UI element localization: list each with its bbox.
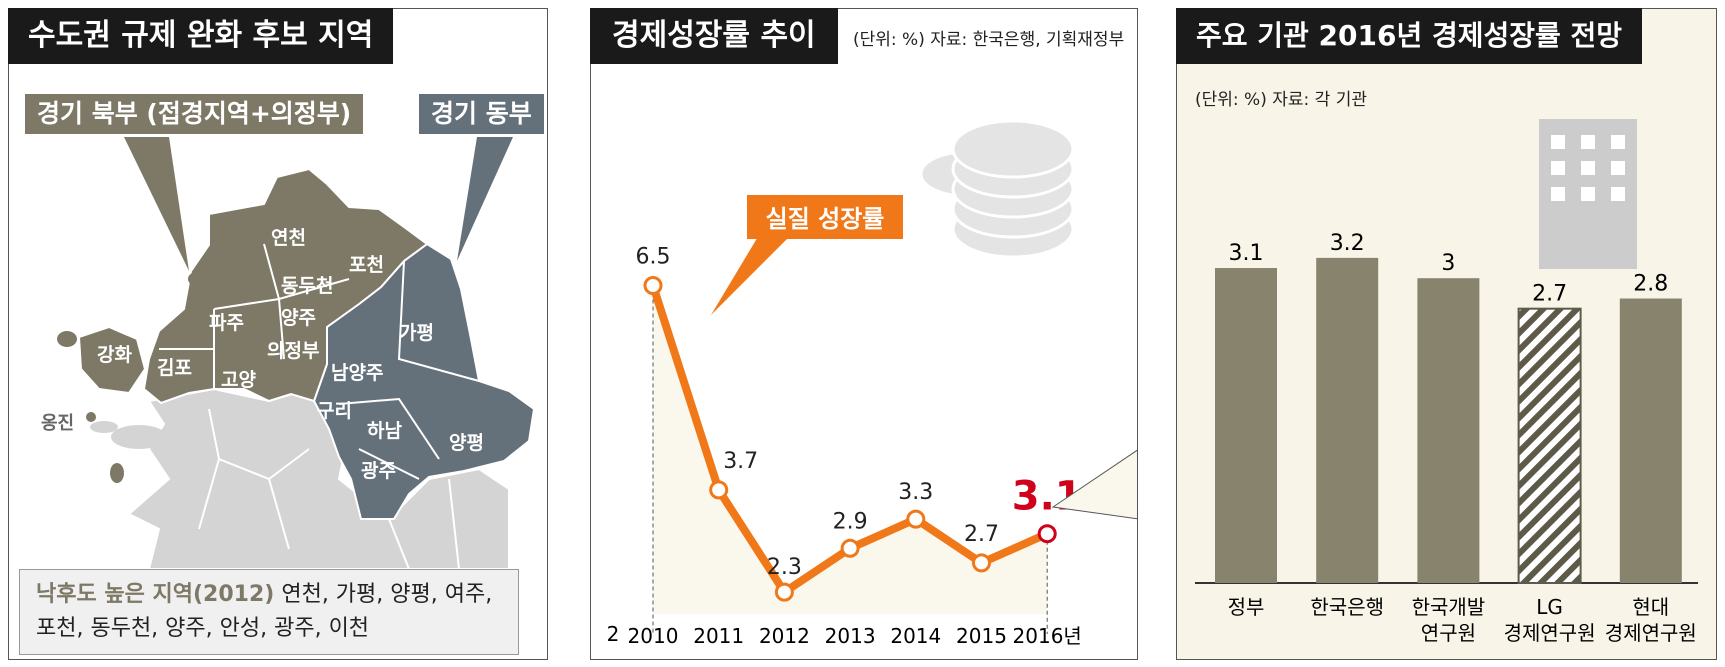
bar-value-label: 2.8	[1633, 272, 1668, 297]
bar-category-label: 한국은행	[1310, 595, 1384, 619]
footnote-line1: 연천, 가평, 양평, 여주,	[274, 582, 493, 607]
data-point	[1037, 524, 1057, 544]
x-tick-label: 2015	[956, 624, 1007, 648]
data-point	[906, 509, 926, 529]
place-label: 의정부	[267, 340, 319, 362]
bar-category-label: 한국개발 연구원	[1412, 595, 1486, 645]
bar-chart-source: (단위: %) 자료: 각 기관	[1195, 90, 1367, 110]
place-label: 하남	[367, 420, 402, 442]
line-chart-title: 경제성장률 추이	[590, 8, 838, 64]
bar-value-label: 2.7	[1532, 282, 1567, 307]
footnote-line2: 포천, 동두천, 양주, 안성, 광주, 이천	[36, 616, 370, 641]
place-label: 옹진	[41, 413, 74, 434]
north-callout-pointer	[124, 137, 189, 271]
line-chart-area	[653, 285, 1048, 614]
map-island	[86, 412, 96, 422]
x-tick-label: 2011	[693, 624, 744, 648]
map-island	[110, 463, 124, 483]
bar-value-label: 3.1	[1229, 241, 1264, 266]
y-tick-label: 2	[607, 622, 620, 646]
data-label: 2.9	[833, 509, 868, 534]
place-label: 고양	[221, 369, 256, 391]
north-region-tag: 경기 북부 (접경지역+의정부)	[25, 94, 364, 134]
map-east-borders	[338, 260, 480, 480]
data-point	[643, 276, 663, 295]
bar	[1619, 298, 1682, 583]
line-chart-panel: 경제성장률 추이 (단위: %) 자료: 한국은행, 기획재정부 6.5 3.7 2…	[590, 8, 1138, 660]
x-tick-label: 2012	[759, 624, 810, 648]
east-region-tag: 경기 동부	[419, 94, 544, 134]
data-point	[774, 582, 794, 602]
place-label: 가평	[399, 322, 434, 344]
bar-chart-panel: 주요 기관 2016년 경제성장률 전망 (단위: %) 자료: 각 기관 3.…	[1176, 8, 1717, 660]
bar-category-label: 정부	[1228, 595, 1265, 619]
coin-stack-icon	[919, 119, 1075, 259]
bar-value-label: 3.2	[1330, 231, 1365, 256]
bar-category-label: LG 경제연구원	[1504, 595, 1596, 645]
footnote-box: 낙후도 높은 지역(2012) 연천, 가평, 양평, 여주, 포천, 동두천,…	[19, 569, 519, 655]
place-label: 연천	[271, 227, 306, 249]
map-north-borders	[159, 243, 350, 389]
data-label: 2.3	[767, 555, 802, 580]
place-label: 강화	[97, 344, 132, 366]
bar	[1316, 257, 1379, 583]
data-label: 3.3	[898, 480, 933, 505]
place-label: 동두천	[281, 275, 333, 297]
building-icon	[1539, 119, 1637, 269]
map-grey-borders	[198, 408, 460, 570]
data-point	[709, 480, 729, 500]
map-island	[57, 331, 77, 347]
bar	[1417, 278, 1480, 583]
east-callout-pointer	[457, 137, 513, 261]
place-label: 김포	[157, 357, 192, 379]
bar-chart-title: 주요 기관 2016년 경제성장률 전망	[1176, 8, 1643, 64]
highlight-connector	[1051, 449, 1137, 520]
place-label: 양주	[281, 307, 316, 329]
bar	[1215, 268, 1277, 583]
line-chart: 6.53.72.32.93.32.73.1 2010 2011 2012 2013 20…	[607, 119, 1137, 648]
place-label: 광주	[361, 460, 396, 482]
x-tick-label: 2010	[628, 624, 679, 648]
x-tick-label: 2014	[890, 624, 941, 648]
x-tick-label: 2013	[825, 624, 876, 648]
series-label-box	[747, 195, 903, 239]
map-island-ganghwa	[77, 325, 147, 395]
place-label: 남양주	[331, 362, 383, 384]
data-label: 6.5	[636, 245, 671, 270]
map-island	[188, 272, 206, 286]
place-label: 양평	[449, 432, 484, 454]
place-label: 파주	[209, 312, 244, 334]
map-island	[90, 421, 118, 433]
map-island	[111, 425, 167, 449]
x-tick-label: 2016년	[1013, 624, 1082, 648]
data-point	[840, 538, 860, 558]
line-chart-source: (단위: %) 자료: 한국은행, 기획재정부	[853, 30, 1125, 50]
map-panel-title: 수도권 규제 완화 후보 지역	[8, 8, 394, 64]
data-point	[972, 553, 991, 573]
place-label: 구리	[317, 400, 352, 422]
footnote-label: 낙후도 높은 지역(2012)	[36, 582, 275, 607]
bar-category-label: 현대 경제연구원	[1605, 595, 1697, 645]
bar-value-label: 3	[1441, 251, 1455, 276]
series-label-pointer	[711, 235, 791, 315]
data-label: 3.7	[723, 449, 758, 474]
region-map: 연천 포천 동두천 파주 양주 의정부 강화 김포 고양 가평 남양주 구리 하…	[41, 137, 536, 570]
place-label: 포천	[349, 254, 384, 276]
series-label: 실질 성장률	[766, 205, 885, 233]
data-label: 2.7	[964, 522, 999, 547]
bar	[1517, 307, 1582, 584]
map-panel: 수도권 규제 완화 후보 지역 연천 포천 동두천 파주 양주 의정부 강화	[8, 8, 548, 660]
